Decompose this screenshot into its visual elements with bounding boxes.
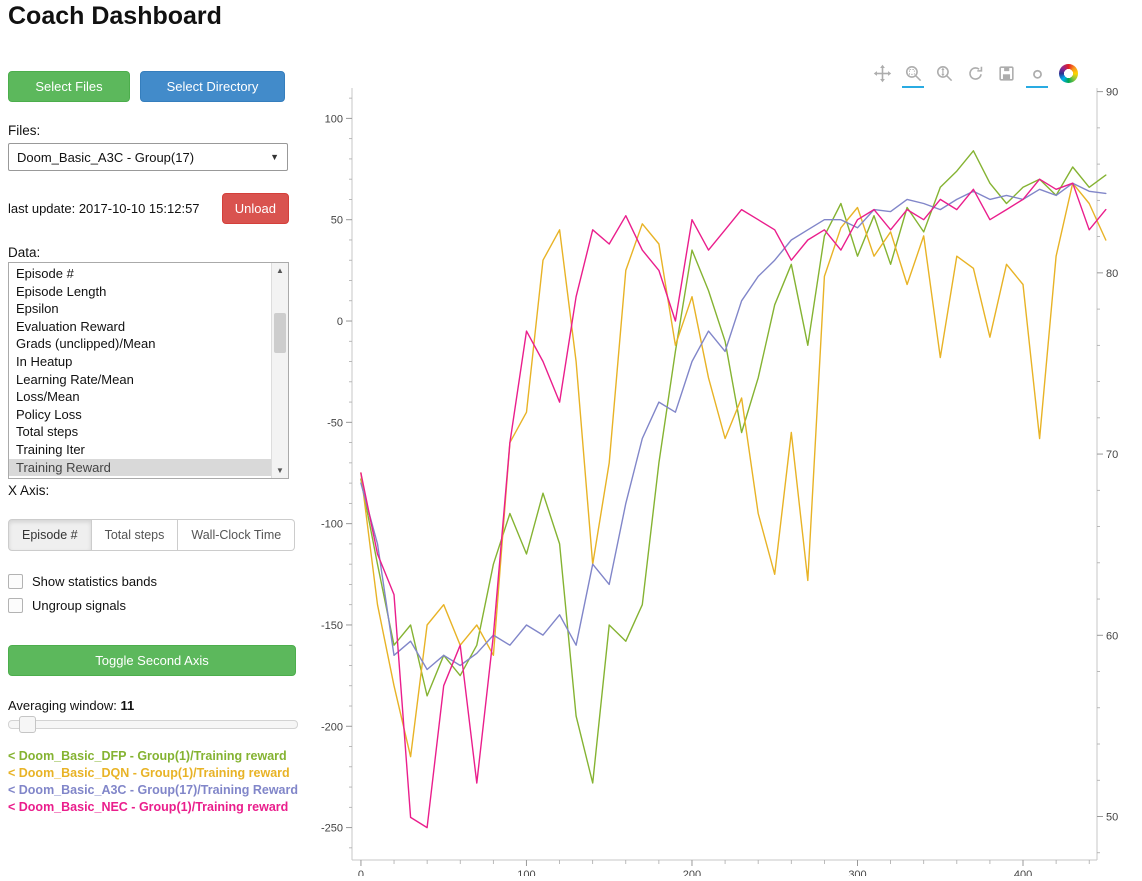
checkbox-row: Ungroup signals	[8, 598, 157, 613]
x-tick-label: 300	[848, 869, 866, 876]
chart-legend: < Doom_Basic_DFP - Group(1)/Training rew…	[8, 749, 308, 817]
plot-toolbar	[871, 60, 1079, 88]
y-right-tick-label: 90	[1106, 87, 1118, 99]
averaging-window-slider[interactable]	[8, 716, 298, 733]
bokeh-logo[interactable]	[1057, 60, 1079, 86]
data-list-item[interactable]: Grads (unclipped)/Mean	[16, 336, 156, 352]
data-list-item[interactable]: Episode #	[16, 266, 74, 281]
hover-icon[interactable]	[1026, 60, 1048, 88]
xaxis-option-episode-[interactable]: Episode #	[8, 519, 92, 551]
y-left-tick-label: 100	[325, 113, 343, 125]
averaging-window-value: 11	[120, 698, 135, 713]
data-list-item[interactable]: Loss/Mean	[16, 389, 80, 405]
y-left-tick-label: 0	[337, 316, 343, 328]
bokeh-logo-icon	[1058, 63, 1078, 83]
last-update-text: last update: 2017-10-10 15:12:57	[8, 201, 200, 216]
chart-area: 0 100 200 300 400 100 50 0 -50 -100 -150 -200 -250 90…	[315, 58, 1130, 878]
data-list: Episode # Episode Length Epsilon Evaluation…	[9, 265, 271, 477]
page-title: Coach Dashboard	[8, 2, 222, 30]
data-list-item[interactable]: Training Reward	[9, 458, 271, 477]
chart-series-line	[360, 178, 1107, 829]
toggle-second-axis-button[interactable]: Toggle Second Axis	[8, 645, 296, 676]
data-list-item[interactable]: Policy Loss	[16, 406, 82, 422]
scrollbar-thumb[interactable]	[274, 313, 286, 353]
data-list-item[interactable]: Episode Length	[16, 283, 107, 299]
data-label: Data:	[8, 245, 41, 260]
select-caret-icon: ▼	[270, 152, 279, 162]
y-left-tick-label: 50	[331, 215, 343, 227]
data-list-item[interactable]: Total steps	[16, 424, 79, 440]
checkbox-label: Ungroup signals	[32, 598, 126, 613]
sidebar: Select Files Select Directory Files: Doo…	[0, 0, 312, 881]
x-tick-label: 200	[683, 869, 701, 876]
checkbox[interactable]	[8, 574, 23, 589]
box-zoom-icon[interactable]	[902, 60, 924, 88]
x-tick-label: 400	[1014, 869, 1032, 876]
checkbox-label: Show statistics bands	[32, 574, 158, 589]
y-left-tick-label: -50	[327, 417, 343, 429]
select-files-button[interactable]: Select Files	[8, 71, 130, 102]
pan-icon[interactable]	[871, 60, 893, 86]
training-reward-chart[interactable]: 0 100 200 300 400 100 50 0 -50 -100 -150 -200 -250 90…	[315, 82, 1127, 876]
y-right-tick-label: 50	[1106, 812, 1118, 824]
scroll-up-icon[interactable]: ▲	[276, 266, 284, 275]
y-left-tick-label: -150	[321, 620, 343, 632]
y-left-tick-label: -100	[321, 519, 343, 531]
y-left-tick-label: -200	[321, 721, 343, 733]
legend-item[interactable]: < Doom_Basic_DQN - Group(1)/Training rew…	[8, 766, 290, 780]
wheel-zoom-icon[interactable]	[933, 60, 955, 86]
x-tick-label: 0	[358, 869, 364, 876]
chart-series-line	[360, 182, 1107, 758]
legend-item[interactable]: < Doom_Basic_DFP - Group(1)/Training rew…	[8, 749, 287, 763]
xaxis-label: X Axis:	[8, 483, 50, 498]
x-tick-label: 100	[517, 869, 535, 876]
averaging-window-row: Averaging window: 11	[8, 698, 134, 713]
xaxis-option-wall-clock-time[interactable]: Wall-Clock Time	[178, 519, 296, 551]
update-row: last update: 2017-10-10 15:12:57 Unload	[8, 193, 289, 224]
scroll-down-icon[interactable]: ▼	[276, 466, 284, 475]
data-listbox[interactable]: Episode # Episode Length Epsilon Evaluation…	[8, 262, 289, 479]
xaxis-option-total-steps[interactable]: Total steps	[91, 519, 179, 551]
data-list-item[interactable]: Epsilon	[16, 301, 59, 317]
legend-item[interactable]: < Doom_Basic_NEC - Group(1)/Training rew…	[8, 800, 289, 814]
data-list-item[interactable]: Evaluation Reward	[16, 318, 126, 334]
select-directory-button[interactable]: Select Directory	[140, 71, 285, 102]
checkbox-row: Show statistics bands	[8, 574, 157, 589]
reset-icon[interactable]	[964, 60, 986, 86]
legend-item[interactable]: < Doom_Basic_A3C - Group(17)/Training Re…	[8, 783, 298, 797]
checkbox-group: Show statistics bands Ungroup signals	[8, 574, 157, 622]
y-right-tick-label: 70	[1106, 449, 1118, 461]
y-right-tick-label: 80	[1106, 268, 1118, 280]
data-list-item[interactable]: In Heatup	[16, 353, 73, 369]
slider-handle[interactable]	[19, 716, 36, 733]
data-list-item[interactable]: Learning Rate/Mean	[16, 371, 134, 387]
unload-button[interactable]: Unload	[221, 193, 289, 224]
listbox-scrollbar[interactable]: ▲ ▼	[271, 263, 288, 478]
chart-series-line	[360, 182, 1107, 671]
y-left-tick-label: -250	[321, 823, 343, 835]
checkbox[interactable]	[8, 598, 23, 613]
files-select-value: Doom_Basic_A3C - Group(17)	[17, 149, 195, 165]
files-select[interactable]: Doom_Basic_A3C - Group(17) ▼	[8, 143, 288, 171]
chart-series-line	[360, 150, 1107, 784]
data-list-item[interactable]: Training Iter	[16, 441, 85, 457]
files-label: Files:	[8, 123, 41, 138]
y-right-tick-label: 60	[1106, 630, 1118, 642]
averaging-window-label: Averaging window:	[8, 698, 117, 713]
save-icon[interactable]	[995, 60, 1017, 86]
xaxis-button-group: Episode # Total steps Wall-Clock Time	[8, 519, 296, 551]
